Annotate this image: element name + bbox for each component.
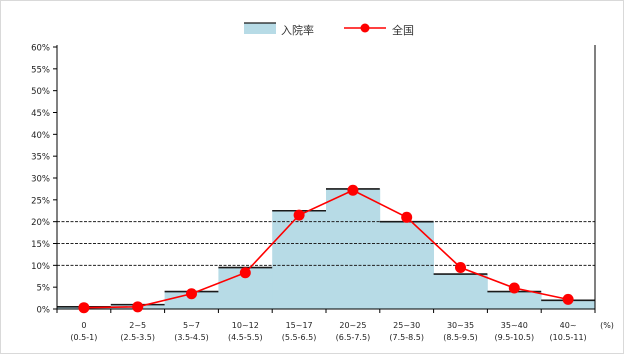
x-tick-sublabel: (9.5-10.5) (494, 333, 534, 342)
area-bar (487, 291, 542, 309)
x-tick-sublabel: (6.5-7.5) (336, 333, 371, 342)
y-tick-label: 5% (37, 284, 51, 294)
x-tick-label: 35~40 (501, 321, 528, 330)
y-tick-label: 50% (31, 87, 50, 97)
x-tick-sublabel: (0.5-1) (70, 333, 97, 342)
national-point (186, 288, 197, 300)
area-bar (272, 210, 327, 309)
y-tick-label: 20% (31, 218, 50, 228)
x-tick-label: 20~25 (339, 321, 366, 330)
x-tick-label: 30~35 (447, 321, 474, 330)
x-tick-sublabel: (7.5-8.5) (389, 333, 424, 342)
y-tick-label: 0% (37, 306, 51, 316)
x-tick-label: 2~5 (129, 321, 146, 330)
x-tick-label: 40~ (560, 321, 577, 330)
x-tick-label: 0 (81, 321, 86, 330)
y-tick-label: 25% (31, 196, 50, 206)
x-tick-sublabel: (4.5-5.5) (228, 333, 263, 342)
area-bar (433, 274, 488, 309)
legend-label-national: 全国 (392, 23, 414, 37)
national-point (562, 293, 574, 305)
y-tick-label: 40% (31, 131, 50, 141)
x-tick-sublabel: (8.5-9.5) (443, 333, 478, 342)
x-tick-label: 5~7 (183, 321, 200, 330)
national-point (401, 211, 413, 223)
x-tick-sublabel: (2.5-3.5) (120, 333, 155, 342)
national-point (239, 267, 251, 279)
national-point (78, 302, 90, 314)
x-tick-label: 25~30 (393, 321, 420, 330)
national-series-line (83, 189, 569, 309)
national-point (347, 184, 359, 196)
x-tick-sublabel: (5.5-6.5) (282, 333, 317, 342)
national-point (293, 209, 305, 221)
y-tick-label: 15% (31, 240, 50, 250)
y-tick-label: 45% (31, 109, 50, 119)
national-point (508, 282, 520, 294)
x-tick-sublabel: (10.5-11) (550, 333, 587, 342)
y-tick-label: 10% (31, 262, 50, 272)
plot-area: 0% 5% 10% 15% 20% 25% 30% 35% 40% 45% 50% 55% 60% 0 (0… (31, 44, 614, 343)
y-tick-label: 60% (31, 44, 50, 54)
legend: 入院率 全国 (244, 22, 414, 37)
y-tick-label: 55% (31, 65, 50, 75)
x-tick-sublabel: (3.5-4.5) (174, 333, 209, 342)
y-tick-label: 30% (31, 175, 50, 185)
national-point (455, 262, 466, 274)
legend-swatch-national-marker (360, 23, 370, 33)
national-point (132, 301, 144, 313)
x-tick-label: 10~12 (232, 321, 259, 330)
legend-label-admission: 入院率 (281, 23, 314, 37)
x-tick-label: 15~17 (286, 321, 313, 330)
area-bar (326, 188, 381, 309)
area-bar (164, 291, 219, 309)
x-axis-end-label: (%) (600, 321, 614, 330)
y-tick-label: 35% (31, 153, 50, 163)
legend-swatch-admission (244, 23, 276, 34)
area-bar (379, 221, 434, 309)
